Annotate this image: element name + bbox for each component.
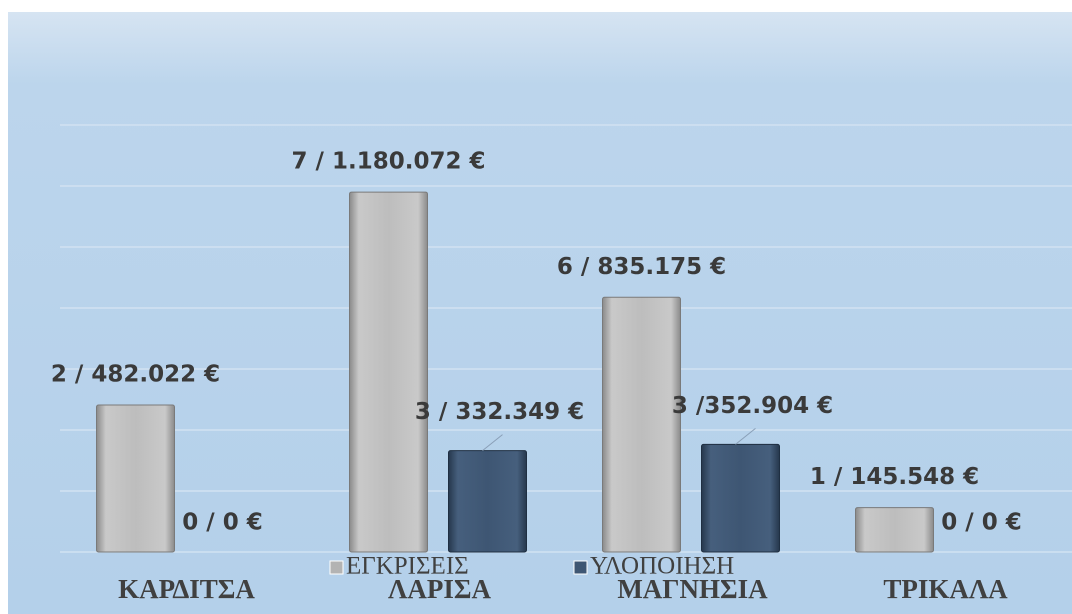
value-label: 1 / 145.548 € (810, 464, 979, 490)
bar (602, 296, 681, 553)
x-tick-label: ΚΑΡΔΙΤΣΑ (118, 574, 255, 604)
x-tick-label: ΤΡΙΚΑΛΑ (883, 574, 1008, 604)
legend-label: ΥΛΟΠΟΙΗΣΗ (590, 553, 734, 580)
x-tick-label: ΛΑΡΙΣΑ (388, 574, 492, 604)
value-label: 6 / 835.175 € (557, 254, 726, 280)
bar (855, 507, 934, 553)
leader-line (735, 427, 756, 445)
value-label: 2 / 482.022 € (51, 361, 220, 387)
value-label: 0 / 0 € (182, 510, 262, 536)
legend-label: ΕΓΚΡΙΣΕΙΣ (346, 553, 469, 580)
legend-swatch (573, 560, 588, 575)
bar (349, 191, 428, 553)
leader-line (482, 434, 503, 452)
value-label: 7 / 1.180.072 € (292, 149, 486, 175)
value-label: 3 / 332.349 € (415, 399, 584, 425)
bar (448, 450, 527, 553)
value-label: 0 / 0 € (941, 510, 1021, 536)
legend-swatch (329, 560, 344, 575)
value-label: 3 /352.904 € (672, 393, 833, 419)
x-tick-label: ΜΑΓΝΗΣΙΑ (617, 574, 768, 604)
bar (96, 404, 175, 553)
bar (701, 443, 780, 553)
